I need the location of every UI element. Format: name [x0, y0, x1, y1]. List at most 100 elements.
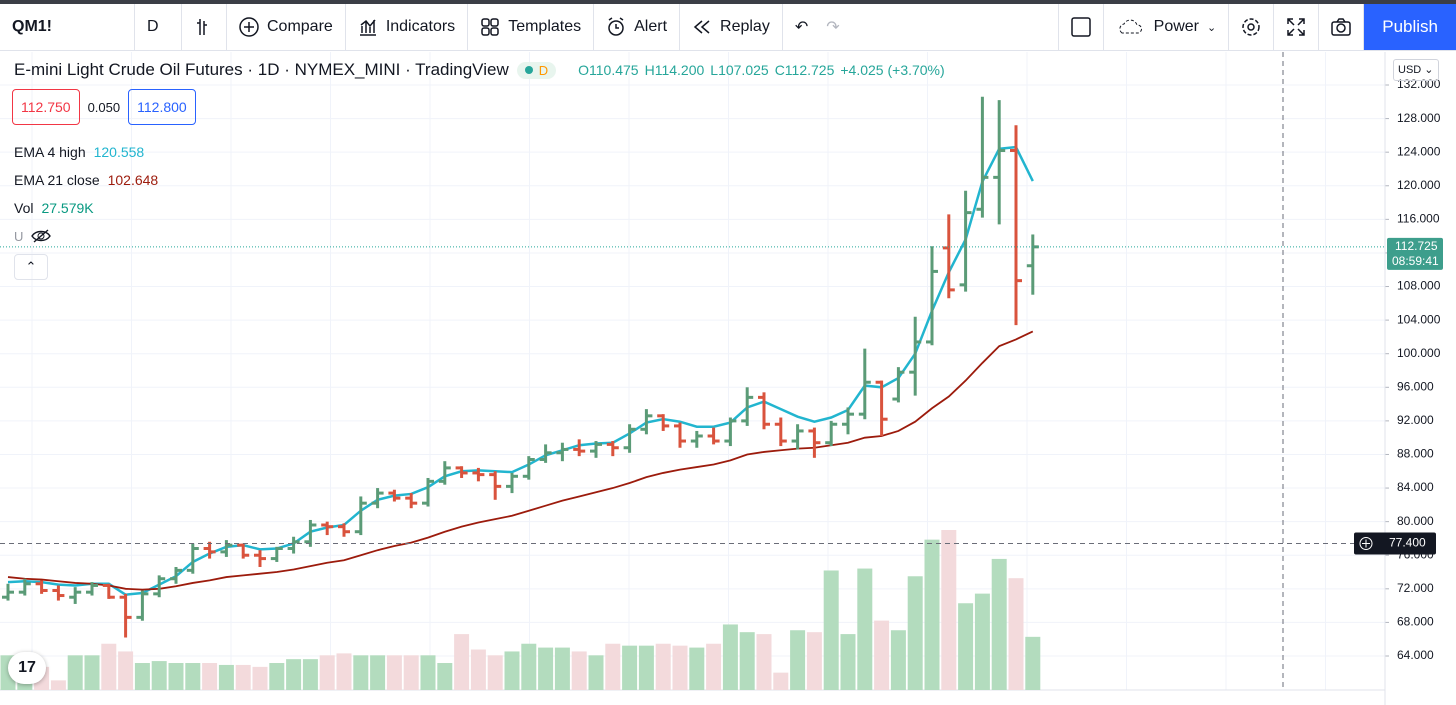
ohlc-bar [102, 583, 115, 599]
volume-bar [151, 661, 167, 690]
templates[interactable]: Templates [468, 4, 595, 50]
icon [359, 19, 376, 36]
ohlc-bar [791, 424, 804, 450]
icon [481, 18, 499, 36]
y-tick-label: 116.000 [1397, 212, 1440, 226]
volume-bar [302, 659, 318, 690]
y-tick-label: 92.000 [1397, 413, 1434, 427]
volume-bar [790, 630, 806, 690]
volume-bar [1008, 578, 1024, 690]
ask[interactable]: 112.800 [128, 89, 196, 125]
ohlc-bar [438, 461, 451, 485]
label: Alert [634, 18, 668, 35]
volume-bar [571, 651, 587, 690]
ohlc-bar [959, 190, 972, 292]
volume-bar [454, 634, 470, 690]
ohlc-bar [2, 583, 14, 601]
compare[interactable]: Compare [227, 4, 346, 50]
volume-bar [252, 666, 268, 690]
volume-bar [336, 653, 352, 690]
collapse-legend[interactable]: ⌃ [14, 254, 48, 280]
volume-bar [874, 620, 890, 690]
ohlc-bar [674, 422, 686, 448]
y-tick-label: 120.000 [1397, 178, 1441, 192]
volume-bar [907, 576, 923, 690]
volume-bar [857, 568, 873, 690]
label: Compare [267, 18, 333, 35]
ohlc-bar [388, 489, 401, 502]
ohlc-bar [35, 580, 48, 594]
ohlc-bar [270, 546, 283, 562]
replay[interactable]: Replay [680, 4, 783, 50]
countdown: 08:59:41 [1392, 254, 1439, 268]
volume-bar [319, 655, 335, 690]
currency[interactable]: USD ⌄ [1393, 59, 1439, 81]
volume-bar [689, 647, 705, 690]
ohlc-bar [774, 417, 787, 447]
ohlc-bar [842, 407, 854, 435]
volume-bar [235, 664, 251, 690]
ohlc-bar [371, 488, 384, 509]
badge: D [538, 62, 549, 78]
icon [693, 20, 710, 34]
ohlc-bar [522, 456, 535, 480]
label: Templates [508, 18, 582, 35]
ohlc-bar [825, 420, 838, 447]
icon [1070, 17, 1091, 37]
volume-bar [50, 680, 66, 690]
snapshot[interactable] [1319, 4, 1365, 50]
ohlc-bar [556, 442, 569, 462]
volume-bar [84, 655, 100, 690]
undo-redo[interactable]: ↶ ↷ [794, 19, 840, 36]
symbol[interactable]: QM1! [0, 4, 135, 50]
layout-btn[interactable] [1057, 4, 1104, 50]
volume-bar [958, 603, 974, 690]
volume-bar [67, 655, 83, 690]
interval[interactable]: D [135, 4, 182, 50]
volume-bar [504, 651, 520, 690]
ohlc-bar [52, 585, 65, 601]
volume-bar [437, 663, 453, 690]
volume-bar [622, 645, 638, 690]
y-tick-label: 68.000 [1397, 615, 1434, 629]
status: D [516, 61, 557, 79]
bar-style[interactable] [182, 4, 227, 50]
eye-icon[interactable] [31, 228, 52, 244]
volume-bar [605, 643, 621, 690]
settings[interactable] [1229, 4, 1275, 50]
label: Indicators [385, 18, 456, 35]
ohlc-bar [926, 246, 938, 346]
publish[interactable]: Publish [1364, 4, 1456, 50]
ohlc-bar [170, 566, 182, 584]
volume-bar [487, 655, 503, 690]
ohlc-bar [321, 521, 334, 536]
ohlc-bar [455, 466, 468, 478]
y-tick-label: 80.000 [1397, 514, 1434, 528]
y-tick-label: 108.000 [1397, 279, 1441, 293]
ohlc-bar [640, 409, 653, 435]
fullscreen[interactable] [1274, 4, 1320, 50]
ohlc-bar [304, 519, 317, 547]
tv-logo[interactable]: 17 [8, 652, 46, 684]
volume-bar [386, 655, 402, 690]
layout-name[interactable]: Power ⌄ [1104, 4, 1230, 50]
ohlc-bar [119, 593, 132, 638]
indicators[interactable]: Indicators [346, 4, 469, 50]
y-tick-label: 124.000 [1397, 144, 1441, 158]
icon [608, 17, 624, 36]
ohlc-bar [976, 96, 989, 218]
ohlc-bar [539, 444, 552, 463]
ohlc-bar [573, 439, 586, 457]
volume-bar [554, 647, 570, 690]
last-price-label: 112.725 [1395, 239, 1438, 253]
alert[interactable]: Alert [594, 4, 681, 50]
volume-bar [840, 634, 856, 690]
icon [1331, 18, 1351, 36]
quote-field: H114.200 [644, 62, 705, 78]
ohlc-bar [657, 414, 670, 431]
ohlc-bar [472, 467, 485, 482]
crosshair-plus [1359, 536, 1373, 550]
bid[interactable]: 112.750 [12, 89, 80, 125]
ohlc-bar [86, 582, 98, 596]
ohlc-bar [909, 316, 922, 396]
